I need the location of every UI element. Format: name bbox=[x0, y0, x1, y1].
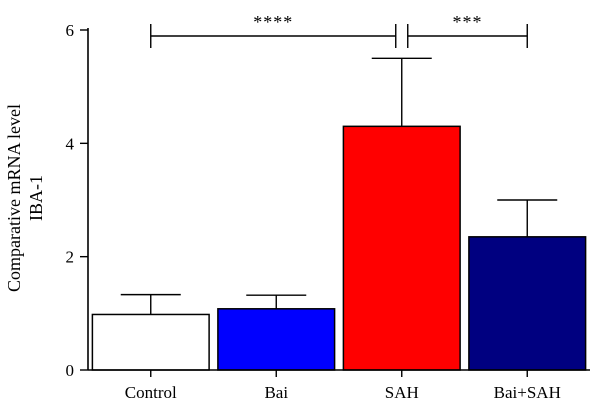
error-bars bbox=[120, 57, 558, 315]
bar-bai bbox=[217, 308, 336, 371]
significance-bracket bbox=[407, 24, 528, 48]
significance-label: **** bbox=[253, 12, 293, 32]
y-tick-label: 4 bbox=[66, 134, 75, 153]
y-tick-label: 6 bbox=[66, 21, 75, 40]
x-tick-label: SAH bbox=[385, 383, 419, 402]
significance-bracket bbox=[150, 24, 397, 48]
x-tick-label: Control bbox=[125, 383, 177, 402]
bar-bai-sah bbox=[468, 236, 587, 371]
significance-label: *** bbox=[453, 12, 483, 32]
category-labels: Control Bai SAH Bai+SAH bbox=[125, 383, 561, 402]
x-axis bbox=[88, 369, 590, 377]
bar-control bbox=[91, 313, 210, 371]
y-tick-label: 2 bbox=[66, 248, 75, 267]
y-axis: 0 2 4 6 bbox=[66, 21, 89, 380]
y-axis-label-line-2: IBA-1 bbox=[26, 175, 46, 221]
x-tick-label: Bai+SAH bbox=[494, 383, 561, 402]
y-tick-label: 0 bbox=[66, 361, 75, 380]
significance-brackets: **** *** bbox=[150, 12, 528, 48]
bars bbox=[91, 125, 587, 371]
x-tick-label: Bai bbox=[264, 383, 288, 402]
y-axis-label: Comparative mRNA level IBA-1 bbox=[4, 104, 46, 292]
bar-sah bbox=[342, 125, 461, 371]
y-axis-label-line-1: Comparative mRNA level bbox=[4, 104, 24, 292]
